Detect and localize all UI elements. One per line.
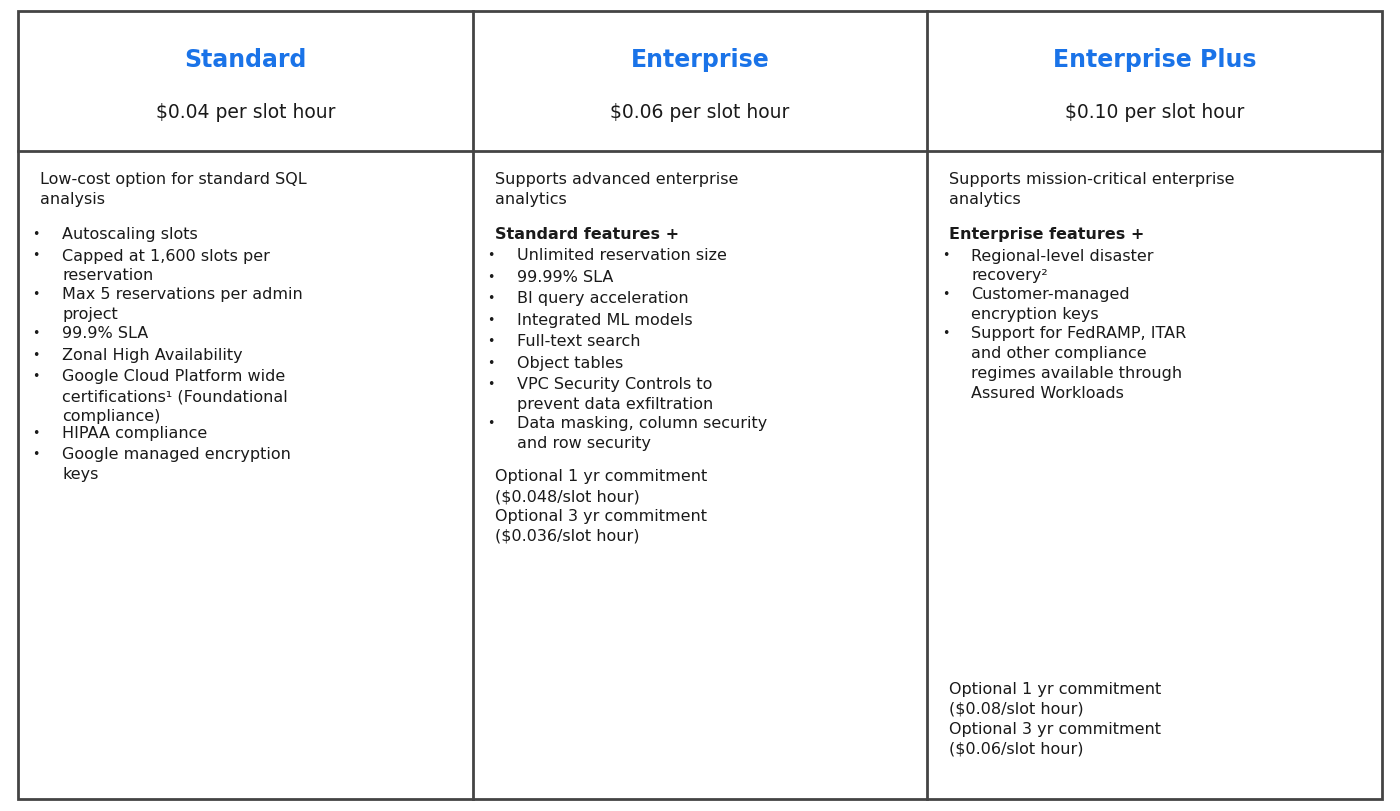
Text: 99.99% SLA: 99.99% SLA: [517, 270, 613, 285]
Text: •: •: [487, 314, 494, 327]
Text: •: •: [487, 417, 494, 430]
Text: Object tables: Object tables: [517, 355, 623, 371]
Text: •: •: [487, 357, 494, 370]
Text: Google managed encryption
keys: Google managed encryption keys: [62, 447, 291, 482]
Text: $0.06 per slot hour: $0.06 per slot hour: [610, 103, 790, 122]
Text: HIPAA compliance: HIPAA compliance: [62, 426, 207, 440]
Text: •: •: [487, 335, 494, 348]
Text: Google Cloud Platform wide
certifications¹ (Foundational
compliance): Google Cloud Platform wide certification…: [62, 369, 288, 423]
Text: •: •: [487, 292, 494, 305]
Text: •: •: [942, 288, 949, 301]
Text: Optional 1 yr commitment
($0.08/slot hour)
Optional 3 yr commitment
($0.06/slot : Optional 1 yr commitment ($0.08/slot hou…: [949, 681, 1162, 756]
Text: BI query acceleration: BI query acceleration: [517, 291, 689, 306]
Text: $0.10 per slot hour: $0.10 per slot hour: [1065, 103, 1245, 122]
Text: Data masking, column security
and row security: Data masking, column security and row se…: [517, 416, 767, 451]
Text: •: •: [487, 249, 494, 262]
Text: Full-text search: Full-text search: [517, 334, 640, 349]
Text: •: •: [32, 349, 39, 362]
Text: Autoscaling slots: Autoscaling slots: [62, 227, 197, 242]
Text: Enterprise: Enterprise: [630, 48, 770, 72]
Text: •: •: [32, 288, 39, 301]
Text: •: •: [32, 427, 39, 440]
Text: Standard: Standard: [185, 48, 307, 72]
Text: •: •: [32, 249, 39, 262]
Text: Customer-managed
encryption keys: Customer-managed encryption keys: [972, 287, 1130, 322]
Text: Capped at 1,600 slots per
reservation: Capped at 1,600 slots per reservation: [62, 248, 270, 283]
Text: •: •: [32, 448, 39, 461]
Text: •: •: [487, 271, 494, 284]
Text: Optional 1 yr commitment
($0.048/slot hour)
Optional 3 yr commitment
($0.036/slo: Optional 1 yr commitment ($0.048/slot ho…: [494, 469, 707, 543]
Text: Zonal High Availability: Zonal High Availability: [62, 348, 242, 363]
Text: 99.9% SLA: 99.9% SLA: [62, 326, 148, 341]
Text: Integrated ML models: Integrated ML models: [517, 312, 692, 328]
Text: Supports advanced enterprise
analytics: Supports advanced enterprise analytics: [494, 172, 738, 207]
Text: Standard features +: Standard features +: [494, 227, 679, 242]
Text: $0.04 per slot hour: $0.04 per slot hour: [155, 103, 335, 122]
Text: VPC Security Controls to
prevent data exfiltration: VPC Security Controls to prevent data ex…: [517, 377, 713, 412]
Text: •: •: [32, 370, 39, 383]
Text: •: •: [487, 378, 494, 391]
Text: Unlimited reservation size: Unlimited reservation size: [517, 248, 727, 264]
Text: Support for FedRAMP, ITAR
and other compliance
regimes available through
Assured: Support for FedRAMP, ITAR and other comp…: [972, 326, 1187, 401]
Text: •: •: [32, 228, 39, 241]
Text: Low-cost option for standard SQL
analysis: Low-cost option for standard SQL analysi…: [41, 172, 307, 207]
Text: Max 5 reservations per admin
project: Max 5 reservations per admin project: [62, 287, 302, 322]
Text: Supports mission-critical enterprise
analytics: Supports mission-critical enterprise ana…: [949, 172, 1235, 207]
Text: Enterprise Plus: Enterprise Plus: [1053, 48, 1256, 72]
Text: •: •: [942, 327, 949, 340]
Text: Regional-level disaster
recovery²: Regional-level disaster recovery²: [972, 248, 1154, 283]
Text: •: •: [32, 327, 39, 340]
Text: •: •: [942, 249, 949, 262]
Text: Enterprise features +: Enterprise features +: [949, 227, 1145, 242]
